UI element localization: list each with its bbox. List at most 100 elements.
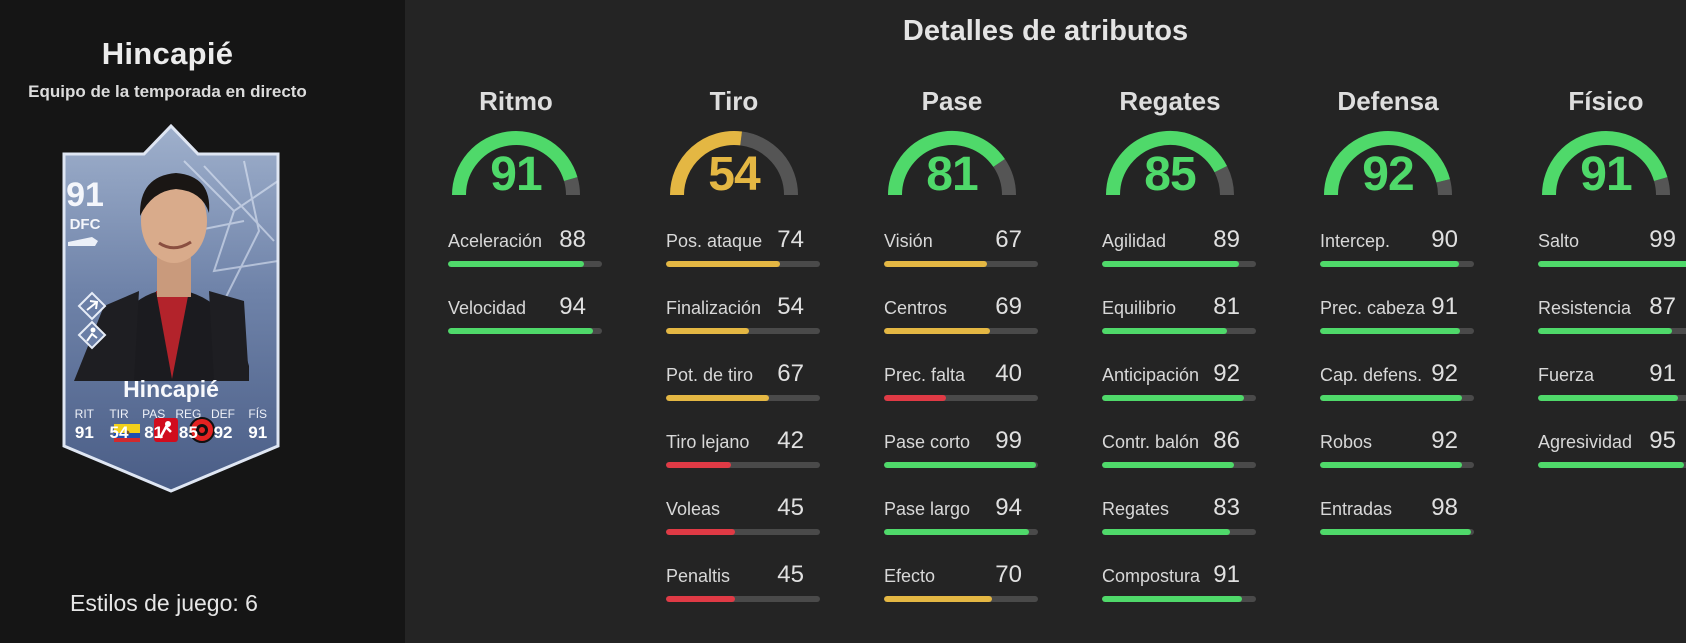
attribute-value: 91 bbox=[1431, 293, 1458, 320]
gauge-track bbox=[1436, 179, 1453, 196]
attribute-row: Pos. ataque 74 bbox=[649, 226, 820, 281]
boot-icon bbox=[68, 237, 98, 246]
attribute-bar-fill bbox=[884, 395, 946, 401]
attribute-row: Efecto 70 bbox=[867, 561, 1038, 616]
attribute-bar-fill bbox=[666, 328, 750, 334]
attribute-bar-fill bbox=[884, 328, 991, 334]
attribute-bar-fill bbox=[884, 261, 988, 267]
attribute-bar bbox=[666, 596, 820, 602]
attribute-bar bbox=[884, 328, 1038, 334]
attribute-bar-fill bbox=[666, 462, 731, 468]
attribute-row: Tiro lejano 42 bbox=[649, 427, 820, 482]
card-stat: TIR 54 bbox=[102, 407, 137, 443]
category-title: Ritmo bbox=[479, 86, 553, 116]
attribute-value: 89 bbox=[1213, 226, 1240, 253]
attribute-value: 94 bbox=[995, 494, 1022, 521]
gauge-fill bbox=[670, 131, 743, 196]
attribute-label: Compostura bbox=[1102, 566, 1201, 586]
attribute-row: Cap. defens. 92 bbox=[1303, 360, 1474, 415]
category-title: Defensa bbox=[1337, 86, 1439, 116]
playstyle-icon bbox=[77, 291, 107, 321]
category-gauge: 92 bbox=[1303, 125, 1473, 205]
attribute-bar bbox=[1102, 395, 1256, 401]
attribute-row: Regates 83 bbox=[1085, 494, 1256, 549]
attribute-column: Pase 81 Visión 67 Centros 69 Prec. falta 40 Pase… bbox=[867, 86, 1038, 602]
category-value: 85 bbox=[1144, 148, 1196, 201]
attribute-bar-fill bbox=[1538, 395, 1679, 401]
attribute-bar bbox=[1320, 395, 1474, 401]
category-gauge: 91 bbox=[1521, 125, 1686, 205]
attribute-label: Contr. balón bbox=[1102, 432, 1200, 452]
player-card[interactable]: 91 DFC Hincapié RIT 91 TIR 54 PAS 81 REG 85 … bbox=[44, 121, 298, 497]
attribute-bar-fill bbox=[1538, 462, 1685, 468]
attribute-row: Intercep. 90 bbox=[1303, 226, 1474, 281]
attribute-bar-fill bbox=[884, 529, 1029, 535]
attribute-row: Pase corto 99 bbox=[867, 427, 1038, 482]
attribute-value: 92 bbox=[1213, 360, 1240, 387]
attribute-row: Velocidad 94 bbox=[431, 293, 602, 348]
attribute-value: 40 bbox=[995, 360, 1022, 387]
card-stat-value: 81 bbox=[144, 423, 164, 442]
card-stat-value: 91 bbox=[74, 423, 94, 442]
card-stat-label: FÍS bbox=[248, 407, 268, 421]
attribute-label: Finalización bbox=[666, 298, 762, 318]
attribute-label: Pos. ataque bbox=[666, 231, 763, 251]
attribute-bar bbox=[666, 462, 820, 468]
attribute-row: Fuerza 91 bbox=[1521, 360, 1686, 415]
card-stat: PAS 81 bbox=[136, 407, 171, 443]
attribute-value: 86 bbox=[1213, 427, 1240, 454]
attribute-bar-fill bbox=[1320, 529, 1471, 535]
attribute-value: 94 bbox=[559, 293, 586, 320]
category-value: 91 bbox=[1580, 148, 1632, 201]
attribute-bar bbox=[666, 395, 820, 401]
attribute-bar-fill bbox=[1320, 395, 1462, 401]
attribute-row: Pot. de tiro 67 bbox=[649, 360, 820, 415]
attribute-value: 91 bbox=[1213, 561, 1240, 588]
gauge-fill bbox=[1324, 131, 1450, 196]
category-title: Físico bbox=[1568, 86, 1644, 116]
attribute-bar bbox=[448, 261, 602, 267]
card-stat: DEF 92 bbox=[206, 407, 241, 443]
attribute-bar-fill bbox=[1320, 328, 1461, 334]
attribute-bar bbox=[884, 261, 1038, 267]
card-rating: 91 bbox=[66, 176, 104, 214]
attribute-bar bbox=[1102, 596, 1256, 602]
attribute-bar bbox=[666, 328, 820, 334]
attribute-value: 99 bbox=[995, 427, 1022, 454]
attribute-row: Contr. balón 86 bbox=[1085, 427, 1256, 482]
attribute-value: 92 bbox=[1431, 427, 1458, 454]
attribute-label: Prec. falta bbox=[884, 365, 966, 385]
gauge-arc bbox=[1542, 131, 1671, 196]
attribute-label: Fuerza bbox=[1538, 365, 1595, 385]
attribute-bar-fill bbox=[884, 462, 1037, 468]
attribute-row: Agresividad 95 bbox=[1521, 427, 1686, 482]
card-stat-value: 54 bbox=[109, 423, 129, 442]
gauge-track bbox=[563, 177, 581, 196]
playstyles-count[interactable]: Estilos de juego: 6 bbox=[70, 590, 258, 616]
attribute-value: 81 bbox=[1213, 293, 1240, 320]
attribute-bar-fill bbox=[1102, 596, 1243, 602]
attribute-bar-fill bbox=[1320, 261, 1459, 267]
attribute-value: 54 bbox=[777, 293, 804, 320]
card-stat-label: DEF bbox=[211, 407, 236, 421]
attribute-row: Equilibrio 81 bbox=[1085, 293, 1256, 348]
attribute-label: Pase largo bbox=[884, 499, 971, 519]
leverkusen-crest-icon bbox=[189, 417, 215, 443]
attribute-bar bbox=[1538, 261, 1686, 267]
attribute-row: Penaltis 45 bbox=[649, 561, 820, 616]
gauge-track bbox=[1653, 177, 1671, 196]
attribute-label: Anticipación bbox=[1102, 365, 1200, 385]
attribute-value: 67 bbox=[995, 226, 1022, 253]
attribute-label: Penaltis bbox=[666, 566, 731, 586]
attribute-bar bbox=[1320, 328, 1474, 334]
gauge-arc bbox=[1106, 131, 1234, 196]
attribute-label: Agilidad bbox=[1102, 231, 1167, 251]
category-title: Tiro bbox=[709, 86, 759, 116]
gauge-arc bbox=[452, 131, 581, 196]
card-position: DFC bbox=[69, 216, 101, 233]
attribute-value: 45 bbox=[777, 494, 804, 521]
attribute-label: Visión bbox=[884, 231, 933, 251]
attribute-value: 70 bbox=[995, 561, 1022, 588]
gauge-fill bbox=[452, 131, 578, 196]
attribute-row: Finalización 54 bbox=[649, 293, 820, 348]
